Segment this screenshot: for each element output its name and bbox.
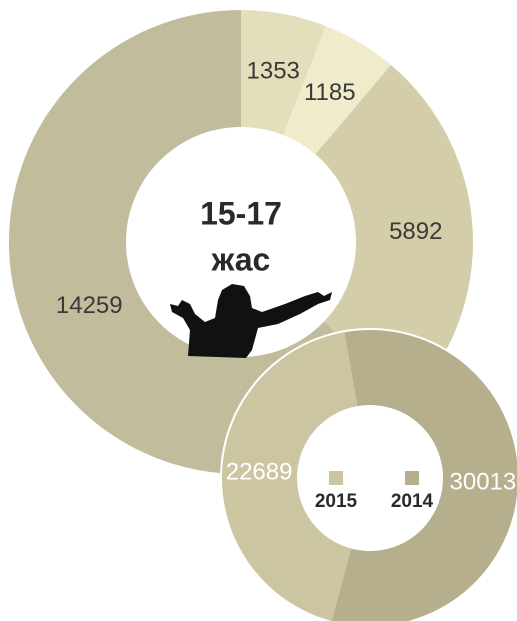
value-label: 22689: [226, 458, 293, 485]
legend-swatch: [329, 471, 343, 485]
center-label: жас: [211, 241, 271, 277]
value-label: 14259: [56, 292, 123, 319]
chart: 13531185 5892 14259 15-17 жас 30013 22689 20…: [0, 0, 517, 621]
legend-label: 2014: [391, 491, 434, 512]
legend-swatch: [405, 471, 419, 485]
small-donut: 30013 22689 2014 2015: [220, 328, 517, 621]
value-label: 1185: [304, 79, 356, 106]
legend-label: 2015: [315, 491, 358, 512]
value-label: 30013: [450, 468, 517, 495]
center-label: 15-17: [200, 195, 282, 231]
page: {"chart_data": [ {"type": "pie", "donut"…: [0, 0, 517, 621]
value-label: 1353: [247, 57, 300, 84]
value-label: 5892: [389, 218, 442, 245]
